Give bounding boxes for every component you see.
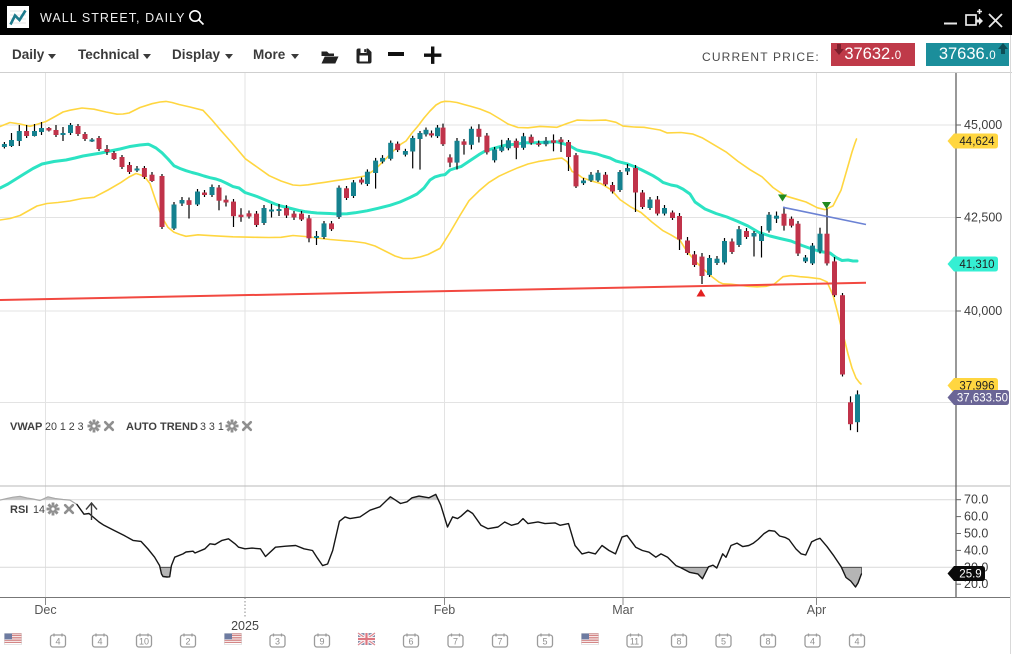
svg-text:3: 3 xyxy=(275,637,280,647)
svg-text:9: 9 xyxy=(319,637,324,647)
svg-text:4: 4 xyxy=(810,637,815,647)
svg-text:4: 4 xyxy=(97,637,102,647)
svg-text:8: 8 xyxy=(676,637,681,647)
svg-text:5: 5 xyxy=(542,637,547,647)
svg-text:AUTO TREND: AUTO TREND xyxy=(126,421,198,433)
svg-text:VWAP: VWAP xyxy=(10,421,42,433)
svg-text:Apr: Apr xyxy=(807,603,826,617)
svg-text:Dec: Dec xyxy=(34,603,56,617)
svg-text:40,000: 40,000 xyxy=(964,304,1002,318)
svg-text:40.0: 40.0 xyxy=(964,543,988,557)
svg-text:70.0: 70.0 xyxy=(964,493,988,507)
svg-text:4: 4 xyxy=(854,637,859,647)
svg-text:Mar: Mar xyxy=(612,603,634,617)
svg-text:11: 11 xyxy=(630,637,639,647)
svg-text:2: 2 xyxy=(185,637,190,647)
svg-text:3 3 1: 3 3 1 xyxy=(200,421,224,433)
svg-text:Feb: Feb xyxy=(434,603,456,617)
svg-text:37,633.50: 37,633.50 xyxy=(957,393,1008,405)
svg-text:45,000: 45,000 xyxy=(964,118,1002,132)
svg-text:60.0: 60.0 xyxy=(964,510,988,524)
svg-text:41,310: 41,310 xyxy=(959,259,994,271)
svg-text:RSI: RSI xyxy=(10,504,28,516)
svg-text:37,996: 37,996 xyxy=(959,381,994,393)
svg-text:50.0: 50.0 xyxy=(964,527,988,541)
svg-text:14: 14 xyxy=(33,504,45,516)
svg-text:2025: 2025 xyxy=(231,619,259,633)
svg-text:7: 7 xyxy=(497,637,502,647)
svg-text:44,624: 44,624 xyxy=(959,136,995,148)
svg-text:4: 4 xyxy=(55,637,60,647)
svg-text:5: 5 xyxy=(721,637,726,647)
svg-text:6: 6 xyxy=(408,637,413,647)
svg-text:7: 7 xyxy=(453,637,458,647)
svg-text:42,500: 42,500 xyxy=(964,211,1002,225)
svg-text:8: 8 xyxy=(765,637,770,647)
svg-text:10: 10 xyxy=(139,637,149,647)
svg-text:20 1 2 3: 20 1 2 3 xyxy=(45,421,84,433)
svg-text:25.9: 25.9 xyxy=(959,569,981,581)
